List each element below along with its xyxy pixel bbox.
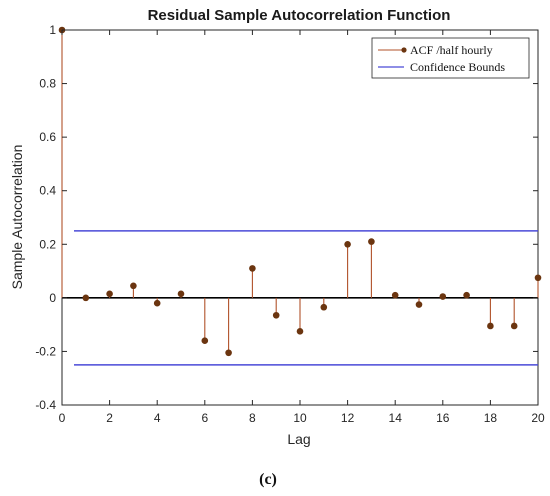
stem-marker-lag-12 (344, 240, 351, 248)
stem-marker-lag-11 (320, 303, 328, 311)
stem-marker-lag-15 (415, 301, 423, 308)
x-tick-label-18: 18 (484, 411, 498, 425)
x-tick-label-10: 10 (293, 411, 307, 425)
stem-marker-lag-10 (296, 328, 304, 335)
y-tick-label-neg0_2: -0.2 (35, 344, 56, 358)
y-tick-label-0: 0 (49, 291, 56, 305)
x-axis-ticks: 0 2 4 6 8 10 12 14 16 18 20 (59, 30, 545, 425)
x-tick-label-6: 6 (201, 411, 208, 425)
stem-marker-lag-2 (106, 290, 113, 298)
stem-marker-lag-6 (201, 337, 209, 345)
y-tick-label-1: 1 (49, 23, 56, 37)
legend: ACF /half hourly Confidence Bounds (371, 37, 530, 79)
y-tick-label-0_2: 0.2 (39, 237, 56, 251)
x-tick-label-0: 0 (59, 411, 66, 425)
stem-marker-lag-17 (463, 291, 470, 299)
stem-marker-lag-14 (391, 291, 399, 299)
acf-stems (58, 26, 542, 357)
legend-acf-label: ACF /half hourly (410, 43, 493, 57)
y-tick-label-0_8: 0.8 (39, 77, 56, 91)
x-tick-label-20: 20 (531, 411, 545, 425)
x-tick-label-14: 14 (389, 411, 403, 425)
y-axis-label: Sample Autocorrelation (9, 145, 25, 290)
plot-area (61, 29, 539, 406)
y-tick-label-0_4: 0.4 (39, 184, 56, 198)
legend-bounds-label: Confidence Bounds (410, 60, 505, 74)
stem-marker-lag-8 (249, 265, 256, 272)
legend-acf-marker (401, 47, 407, 53)
stem-marker-lag-13 (368, 238, 375, 245)
figure-caption: (c) (259, 471, 277, 488)
chart-title: Residual Sample Autocorrelation Function (148, 7, 451, 24)
x-tick-label-16: 16 (436, 411, 450, 425)
legend-box (371, 37, 530, 79)
x-axis-label: Lag (287, 431, 310, 447)
x-tick-label-12: 12 (341, 411, 355, 425)
confidence-bounds (74, 230, 538, 366)
stem-marker-lag-18 (487, 322, 494, 330)
stem-marker-lag-20 (534, 274, 542, 282)
stem-marker-lag-3 (130, 282, 137, 290)
y-axis-ticks: -0.4 -0.2 0 0.2 0.4 0.6 0.8 1 (35, 23, 538, 412)
y-tick-label-neg0_4: -0.4 (35, 398, 56, 412)
stem-marker-lag-9 (272, 311, 280, 319)
stem-marker-lag-1 (82, 294, 90, 302)
stem-marker-lag-4 (153, 299, 161, 307)
stem-marker-lag-7 (225, 349, 232, 357)
x-tick-label-2: 2 (106, 411, 113, 425)
stem-marker-lag-5 (177, 290, 185, 298)
x-tick-label-8: 8 (249, 411, 256, 425)
x-tick-label-4: 4 (154, 411, 161, 425)
y-tick-label-0_6: 0.6 (39, 130, 56, 144)
stem-marker-lag-19 (510, 322, 518, 330)
stem-marker-lag-16 (439, 293, 447, 300)
